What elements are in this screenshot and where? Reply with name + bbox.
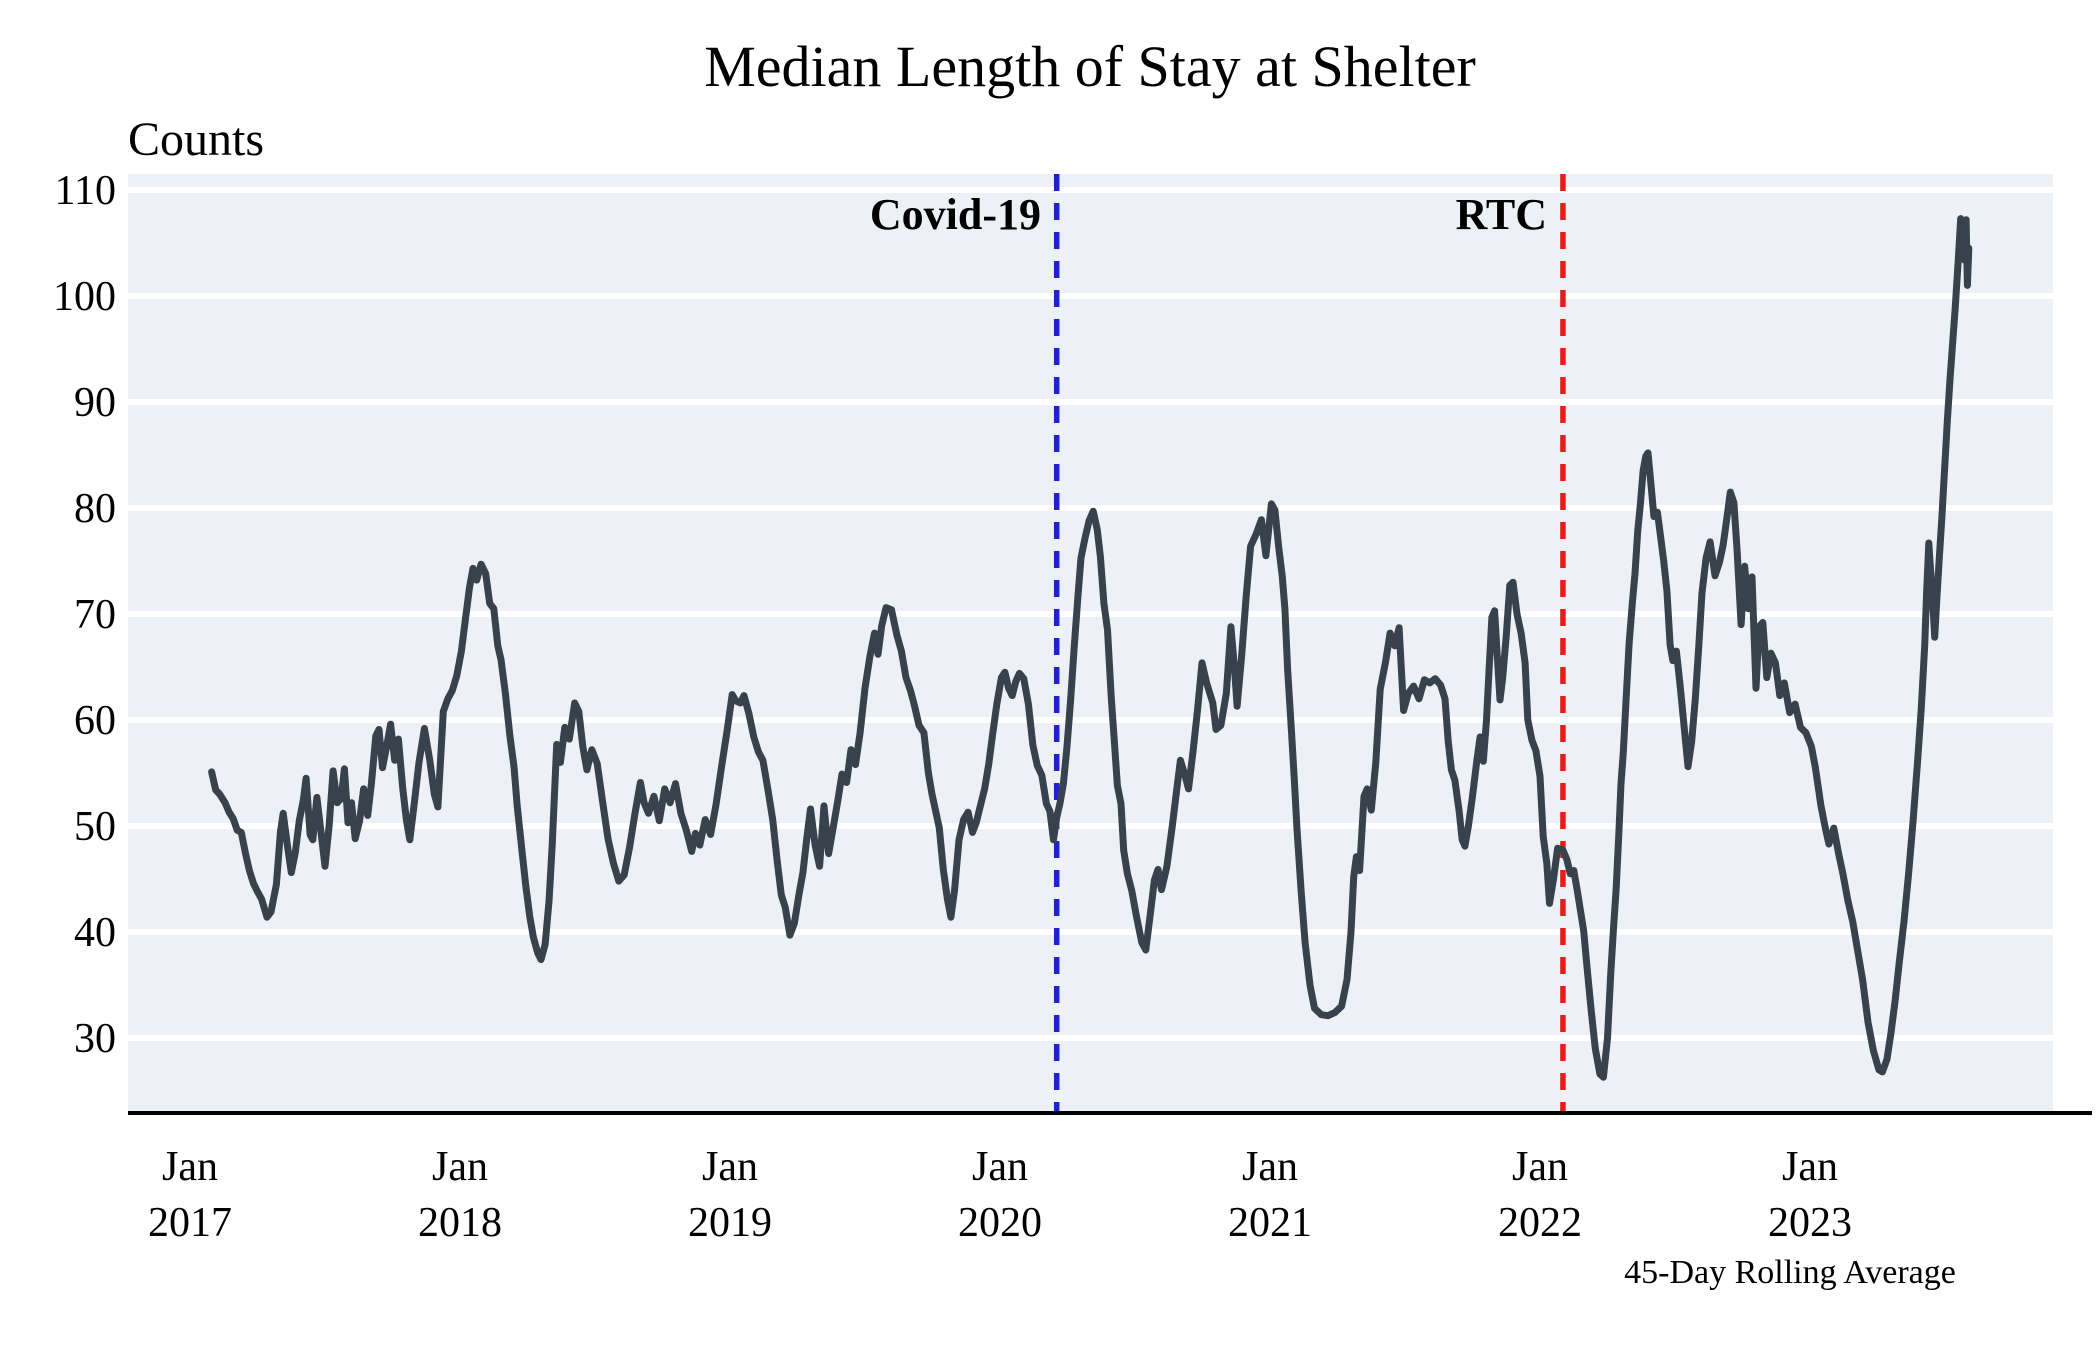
y-tick-label: 30 <box>74 1016 116 1062</box>
x-tick-month-label: Jan <box>1782 1144 1838 1190</box>
y-tick-label: 50 <box>74 804 116 850</box>
y-tick-label: 110 <box>55 168 116 214</box>
x-tick-year-label: 2023 <box>1768 1200 1852 1246</box>
y-tick-label: 80 <box>74 486 116 532</box>
x-tick-year-label: 2019 <box>688 1200 772 1246</box>
y-tick-label: 40 <box>74 910 116 956</box>
y-axis-title: Counts <box>128 113 264 166</box>
y-axis-tick-labels: 110 100 90 80 70 60 50 40 30 <box>53 168 116 1062</box>
x-tick-month-label: Jan <box>432 1144 488 1190</box>
x-tick-month-label: Jan <box>702 1144 758 1190</box>
y-tick-label: 90 <box>74 380 116 426</box>
x-tick-month-label: Jan <box>972 1144 1028 1190</box>
y-tick-label: 100 <box>53 274 116 320</box>
chart-footnote: 45-Day Rolling Average <box>1624 1254 1956 1291</box>
plot-area <box>128 174 2053 1113</box>
x-tick-month-label: Jan <box>162 1144 218 1190</box>
median-stay-series-line <box>208 215 1973 1081</box>
x-tick-year-label: 2017 <box>148 1200 232 1246</box>
x-tick-year-label: 2018 <box>418 1200 502 1246</box>
gridlines-layer <box>128 187 2053 1041</box>
x-tick-month-label: Jan <box>1512 1144 1568 1190</box>
x-axis-tick-labels: Jan 2017 Jan 2018 Jan 2019 Jan 2020 Jan 2021 Jan 20… <box>148 1144 1852 1246</box>
x-tick-year-label: 2022 <box>1498 1200 1582 1246</box>
x-tick-year-label: 2021 <box>1228 1200 1312 1246</box>
covid-annotation-label: Covid-19 <box>870 190 1041 239</box>
rtc-annotation-label: RTC <box>1456 190 1547 239</box>
x-tick-month-label: Jan <box>1242 1144 1298 1190</box>
y-tick-label: 60 <box>74 698 116 744</box>
chart-title: Median Length of Stay at Shelter <box>704 34 1476 99</box>
y-tick-label: 70 <box>74 592 116 638</box>
x-tick-year-label: 2020 <box>958 1200 1042 1246</box>
